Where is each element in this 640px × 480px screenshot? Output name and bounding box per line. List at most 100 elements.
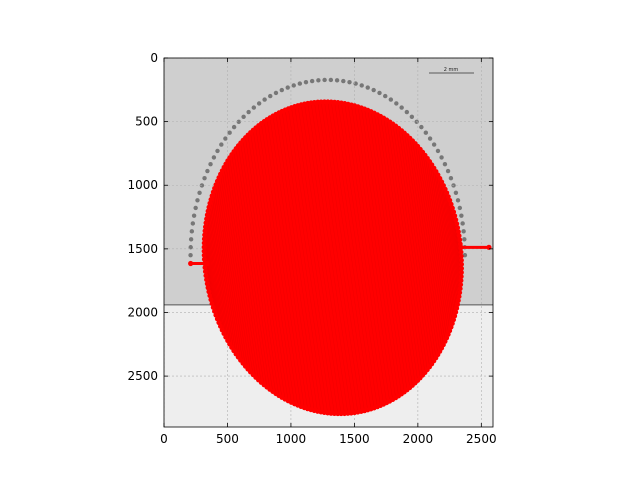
droplet-edge-dot	[273, 90, 279, 96]
ellipse-fit-chord	[406, 135, 441, 352]
ellipse-fit-point	[442, 186, 448, 192]
ellipse-fit-chord	[258, 125, 302, 407]
ellipse-fit-point	[204, 277, 209, 283]
ellipse-fit-point	[219, 327, 225, 333]
droplet-edge-dot	[316, 78, 321, 83]
ellipse-fit-point	[202, 265, 208, 270]
droplet-edge-dot	[383, 93, 388, 99]
axes: 0 500 1000 1500 2000 2500 0 500 1000 1500 2000 2500	[127, 51, 496, 446]
ellipse-fit-point	[223, 334, 229, 340]
ellipse-fit-point	[325, 99, 331, 105]
ellipse-fit-chord	[231, 154, 268, 388]
ellipse-fit-chord	[422, 152, 450, 331]
ellipse-fit-chord	[225, 164, 259, 381]
droplet-edge-dot	[377, 90, 382, 96]
ellipse-fit-chord	[261, 123, 305, 408]
ellipse-fit-chord	[250, 132, 292, 403]
ellipse-fit-point	[201, 252, 207, 258]
droplet-edge-dot	[246, 109, 251, 115]
ellipse-fit-chord	[330, 101, 378, 407]
x-tick-label: 1000	[276, 432, 307, 446]
droplet-edge-dot	[461, 229, 466, 234]
ellipse-fit-chord	[275, 114, 322, 413]
ellipse-fit-chord	[207, 211, 228, 341]
droplet-edge-dot	[455, 198, 461, 203]
y-tick-label: 500	[135, 115, 158, 129]
ellipse-fit-chord	[446, 192, 461, 285]
ellipse-fit-point	[448, 324, 454, 330]
droplet-edge-dot	[241, 114, 246, 119]
droplet-edge-dot	[347, 79, 352, 85]
y-tick-label: 1500	[127, 242, 158, 256]
ellipse-fit-chord	[209, 203, 232, 348]
x-tick-label: 1500	[339, 432, 370, 446]
droplet-edge-dot	[202, 175, 207, 181]
droplet-edge-dot	[195, 198, 200, 203]
ellipse-fit-chord	[227, 160, 262, 383]
droplet-edge-dot	[227, 130, 232, 135]
ellipse-fit-chord	[284, 109, 332, 414]
ellipse-fit-chord	[214, 188, 241, 361]
x-tick-label: 2000	[403, 432, 434, 446]
ellipse-fit-chord	[263, 121, 308, 409]
droplet-edge-dot	[297, 81, 303, 86]
ellipse-fit-chord	[433, 168, 457, 313]
x-tick-label: 2500	[466, 432, 497, 446]
ellipse-fit-point	[453, 309, 459, 315]
ellipse-fit-point	[459, 261, 465, 267]
ellipse-fit-chord	[327, 101, 375, 409]
ellipse-fit-chord	[210, 199, 234, 351]
ellipse-fit-chord	[404, 132, 439, 355]
y-tick-label: 2500	[127, 369, 158, 383]
ellipse-fit-chord	[281, 111, 328, 414]
ellipse-fit-chord	[255, 127, 299, 406]
droplet-edge-dot	[394, 101, 399, 106]
ellipse-fit-point	[208, 297, 214, 303]
ellipse-fit-point	[458, 253, 464, 259]
ellipse-fit-chord	[354, 105, 399, 397]
ellipse-fit-point	[455, 225, 461, 231]
droplet-edge-dot	[328, 77, 334, 83]
baseline-point	[204, 260, 210, 267]
ellipse-fit-point	[207, 200, 213, 206]
ellipse-fit-chord	[307, 103, 355, 413]
ellipse-fit-chord	[439, 178, 459, 301]
droplet-edge-dot	[211, 155, 217, 160]
ellipse-fit-chord	[367, 110, 411, 388]
ellipse-fit-chord	[208, 207, 230, 345]
ellipse-fit-chord	[398, 128, 435, 362]
ellipse-fit-chord	[269, 117, 315, 411]
ellipse-fit-chord	[361, 107, 405, 393]
ellipse-fit-point	[441, 183, 446, 188]
droplet-edge-dot	[268, 93, 273, 99]
ellipse-fit-chord	[252, 130, 295, 405]
droplet-edge-dot	[388, 97, 394, 102]
ellipse-fit-point	[459, 257, 464, 263]
ellipse-fit-chord	[374, 112, 416, 384]
ellipse-fit-chord	[344, 103, 390, 402]
baseline-point	[188, 260, 194, 267]
droplet-edge-dot	[445, 168, 451, 174]
ellipse-fit-point	[447, 197, 453, 203]
ellipse-fit-point	[459, 270, 464, 275]
ellipse-fit-point	[206, 289, 212, 295]
ellipse-fit-chord	[441, 181, 460, 297]
ellipse-fit-point	[212, 308, 217, 314]
droplet-edge-dot	[462, 253, 468, 258]
ellipse-fit-point	[450, 205, 455, 211]
droplet-edge-dot	[404, 109, 410, 115]
ellipse-fit-point	[204, 216, 209, 222]
droplet-edge-dot	[409, 114, 415, 119]
ellipse-fit-chord	[297, 105, 345, 414]
droplet-edge-dot	[419, 124, 424, 130]
ellipse-fit-point	[206, 204, 212, 210]
ellipse-fit-chord	[395, 126, 433, 365]
ellipse-fit-point	[217, 323, 223, 329]
ellipse-fit-point	[201, 240, 207, 246]
ellipse-fit-chord	[448, 196, 462, 281]
ellipse-fit-chord	[211, 195, 237, 355]
ellipse-fit-point	[456, 294, 462, 300]
ellipse-fit-chord	[238, 145, 277, 394]
x-tick-label: 0	[160, 432, 168, 446]
ellipse-fit-chord	[392, 123, 430, 367]
